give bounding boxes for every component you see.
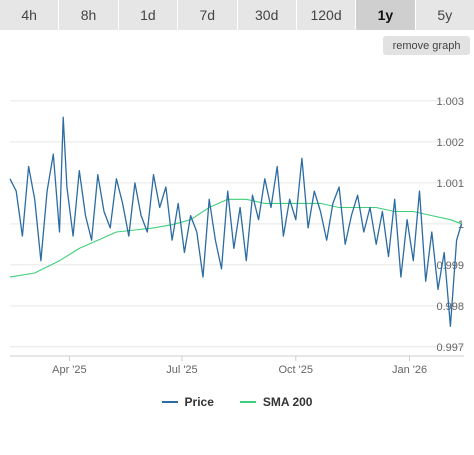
tab-1y[interactable]: 1y: [356, 0, 416, 30]
tab-4h[interactable]: 4h: [0, 0, 60, 30]
chart-legend: Price SMA 200: [0, 392, 474, 412]
legend-item-price[interactable]: Price: [161, 395, 214, 409]
tab-1d[interactable]: 1d: [118, 0, 179, 30]
price-chart: Apr '25 Jul '25 Oct '25 Jan '26 0.997 0.998 0…: [9, 96, 464, 376]
y-tick-label: 0.997: [436, 342, 464, 354]
y-tick-label: 1.001: [436, 178, 464, 190]
sma-200-line: [9, 198, 462, 278]
remove-graph-button[interactable]: remove graph: [383, 36, 470, 55]
tab-8h[interactable]: 8h: [59, 0, 119, 30]
y-tick-label: 1.003: [436, 96, 464, 108]
tab-120d[interactable]: 120d: [296, 0, 357, 30]
y-tick-label: 0.998: [436, 301, 464, 313]
price-line: [9, 116, 463, 327]
x-tick-label: Jan '26: [392, 364, 427, 376]
sma-swatch-icon: [239, 401, 256, 403]
chart-grid: [10, 100, 464, 348]
x-tick-label: Oct '25: [279, 364, 314, 376]
time-range-tabs: 4h 8h 1d 7d 30d 120d 1y 5y: [0, 0, 474, 30]
x-tick-label: Apr '25: [52, 364, 87, 376]
chart-series: [9, 116, 463, 327]
tab-7d[interactable]: 7d: [178, 0, 238, 30]
legend-item-sma-200[interactable]: SMA 200: [239, 395, 313, 409]
y-tick-label: 1.002: [436, 137, 464, 149]
legend-price-label: Price: [184, 395, 214, 409]
x-tick-label: Jul '25: [166, 364, 197, 376]
x-axis: Apr '25 Jul '25 Oct '25 Jan '26: [10, 355, 464, 376]
legend-sma-label: SMA 200: [262, 395, 313, 409]
tab-5y[interactable]: 5y: [415, 0, 474, 30]
y-tick-label: 0.999: [436, 260, 464, 272]
price-swatch-icon: [161, 401, 178, 403]
tab-30d[interactable]: 30d: [237, 0, 297, 30]
